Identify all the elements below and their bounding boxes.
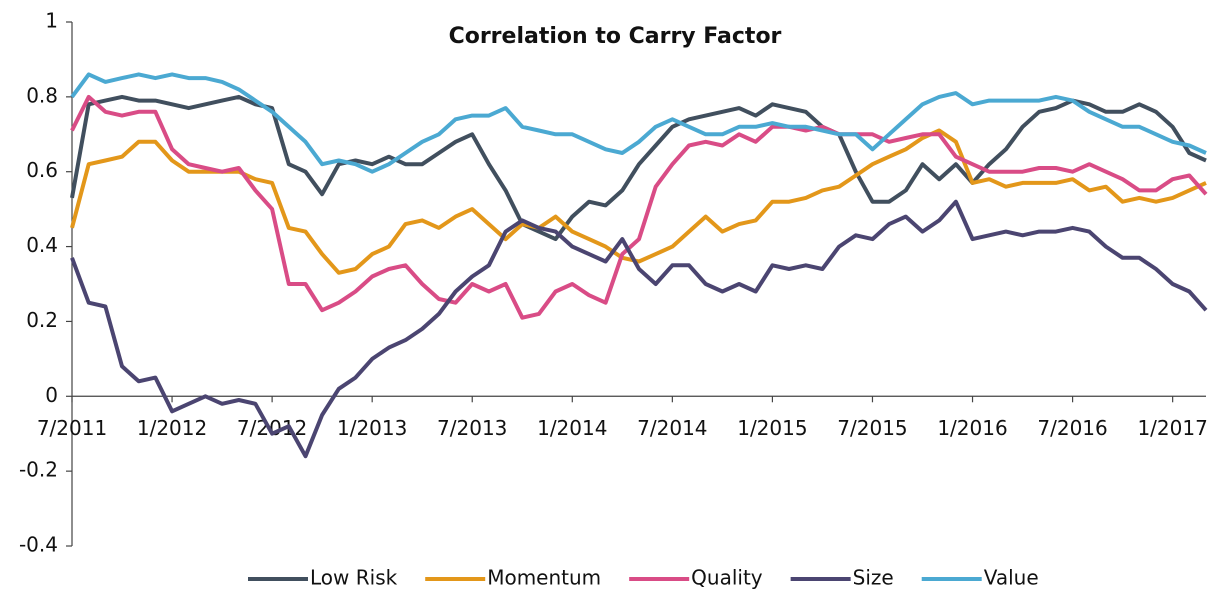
x-tick-label: 1/2012 bbox=[137, 416, 207, 440]
y-tick-label: 0.8 bbox=[26, 83, 58, 107]
y-tick-label: 0 bbox=[45, 383, 58, 407]
x-tick-label: 7/2015 bbox=[837, 416, 907, 440]
line-series bbox=[70, 199, 1208, 459]
line-series bbox=[70, 94, 1208, 320]
line-series bbox=[70, 72, 1207, 174]
y-tick-label: 1 bbox=[45, 9, 58, 33]
legend-label: Low Risk bbox=[310, 566, 398, 590]
line-series bbox=[70, 128, 1207, 275]
y-tick-label: 0.2 bbox=[26, 308, 58, 332]
legend-label: Quality bbox=[691, 566, 763, 590]
legend-label: Size bbox=[853, 566, 894, 590]
legend-label: Momentum bbox=[487, 566, 601, 590]
y-tick-label: 0.6 bbox=[26, 158, 58, 182]
x-tick-label: 1/2014 bbox=[537, 416, 607, 440]
legend-label: Value bbox=[984, 566, 1039, 590]
y-tick-label: -0.2 bbox=[19, 458, 58, 482]
x-tick-label: 7/2011 bbox=[37, 416, 107, 440]
x-tick-label: 1/2017 bbox=[1137, 416, 1207, 440]
x-tick-label: 1/2013 bbox=[337, 416, 407, 440]
x-tick-label: 7/2013 bbox=[437, 416, 507, 440]
x-tick-label: 7/2012 bbox=[237, 416, 307, 440]
y-tick-label: -0.4 bbox=[19, 533, 58, 557]
x-tick-label: 1/2015 bbox=[737, 416, 807, 440]
x-tick-label: 7/2016 bbox=[1037, 416, 1107, 440]
chart-title: Correlation to Carry Factor bbox=[449, 24, 782, 49]
y-tick-label: 0.4 bbox=[26, 233, 58, 257]
x-tick-label: 1/2016 bbox=[937, 416, 1007, 440]
x-tick-label: 7/2014 bbox=[637, 416, 707, 440]
